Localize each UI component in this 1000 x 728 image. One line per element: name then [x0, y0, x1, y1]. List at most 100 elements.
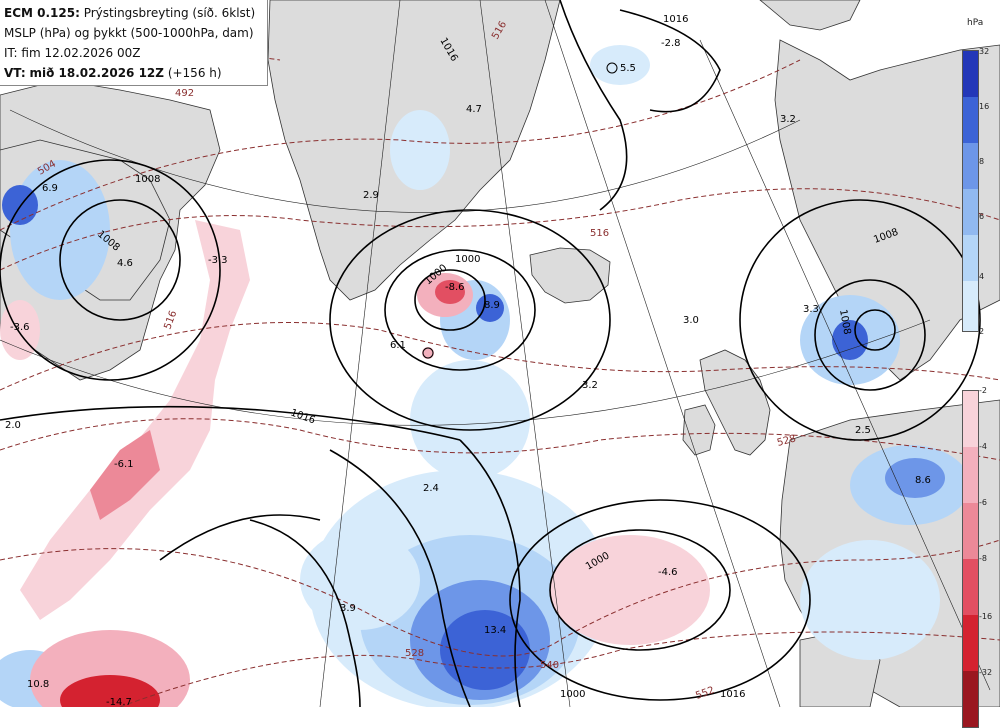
rise-area-europe — [800, 540, 940, 660]
ireland-land — [682, 404, 716, 456]
change-label: -3.3 — [208, 255, 228, 266]
legend-swatch-4 — [963, 235, 978, 281]
change-label: -8.6 — [445, 282, 465, 293]
legend-tick: 2 — [979, 327, 985, 336]
legend-tick: 32 — [979, 47, 990, 56]
vt-prefix: VT: — [4, 66, 26, 80]
fall-area-iceland-core — [435, 280, 465, 304]
legend-tick: -8 — [979, 554, 987, 563]
isobar-label: 1008 — [837, 309, 852, 336]
thickness-label: 528 — [776, 433, 797, 449]
legend-swatch-neg2 — [963, 391, 978, 447]
map-title-box: ECM 0.125: Prýstingsbreyting (síð. 6klst… — [0, 0, 268, 86]
graticule-lon-1 — [479, 0, 571, 707]
change-label: 3.9 — [340, 603, 356, 614]
graticule-lat-2 — [0, 319, 931, 426]
change-label: 2.9 — [363, 190, 379, 201]
change-label: -2.8 — [661, 38, 681, 49]
lead-time: (+156 h) — [167, 66, 222, 80]
change-label-group: 6.9 4.6 -3.3 -3.6 2.0 -6.1 2.9 4.7 -8.6 … — [5, 38, 931, 707]
isobar-norway-low-1 — [854, 309, 896, 351]
isobar-southwest — [159, 514, 321, 561]
map-canvas: 1016 1008 1008 1008 1000 1000 1016 1000 … — [0, 0, 1000, 707]
legend-swatch-neg4 — [963, 447, 978, 503]
change-label: 3.2 — [780, 114, 796, 125]
legend-tick: 4 — [979, 272, 985, 281]
graticule — [0, 0, 991, 707]
low-center-svalbard — [606, 62, 618, 74]
pressure-fall-areas — [0, 220, 710, 707]
thickness-label: 540 — [540, 660, 559, 671]
legend-tick: -4 — [979, 442, 987, 451]
isobar-iceland-low-2 — [384, 249, 536, 371]
isobar-1016-north — [559, 0, 628, 211]
title-line-1: ECM 0.125: Prýstingsbreyting (síð. 6klst… — [4, 3, 263, 23]
rise-area-greenland — [390, 110, 450, 190]
thickness-label: 528 — [405, 648, 424, 659]
legend-unit: hPa — [967, 18, 984, 28]
change-label: 4.7 — [466, 104, 482, 115]
title-line-2: MSLP (hPa) og þykkt (500-1000hPa, dam) — [4, 26, 254, 40]
isobar-norway-low-2 — [814, 279, 926, 391]
isobar-ridge-1 — [329, 449, 471, 707]
legend-swatch-neg6 — [963, 503, 978, 559]
valid-time: mið 18.02.2026 12Z — [29, 66, 164, 80]
isobar-label: 1000 — [560, 689, 585, 700]
isobar-iceland-low-1 — [414, 269, 486, 331]
legend-tick: 8 — [979, 157, 985, 166]
thickness-line-6 — [119, 631, 1000, 707]
legend-swatch-2 — [963, 281, 978, 331]
britain-land — [699, 349, 771, 456]
rise-area-svalbard — [590, 45, 650, 85]
fall-area-labrador-band — [20, 220, 250, 620]
low-center-iceland-south — [422, 347, 434, 359]
change-label: 10.8 — [27, 679, 49, 690]
isobar-east-atlantic-low-1 — [549, 529, 731, 651]
title-line-3: IT: fim 12.02.2026 00Z — [4, 46, 141, 60]
change-label: 3.0 — [683, 315, 699, 326]
legend-swatch-6 — [963, 189, 978, 235]
change-label: 13.4 — [484, 625, 506, 636]
isobar-east-atlantic-low-2 — [509, 499, 811, 701]
fall-area-sw-core — [60, 675, 160, 707]
legend-tick: -2 — [979, 386, 987, 395]
fall-area-east-atlantic — [550, 535, 710, 645]
model-name: ECM 0.125: — [4, 6, 80, 20]
legend-tick: 16 — [979, 102, 990, 111]
isobar-norway-low-3 — [739, 199, 981, 441]
legend-swatch-32 — [963, 51, 978, 97]
rise-area-norway-core — [832, 320, 868, 360]
change-label: 2.4 — [423, 483, 439, 494]
isobar-label: 1016 — [720, 689, 745, 700]
isobar-baffin-low-1 — [59, 199, 181, 321]
change-label: 8.6 — [915, 475, 931, 486]
isobar-label: 1000 — [455, 254, 480, 265]
change-label: 4.6 — [117, 258, 133, 269]
isobar-arctic — [619, 9, 721, 113]
change-label: -4.6 — [658, 567, 678, 578]
legend-swatch-neg8 — [963, 559, 978, 615]
legend-tick: -16 — [979, 612, 993, 621]
graticule-lon-2 — [544, 0, 781, 707]
graticule-lat-1 — [9, 109, 801, 213]
rise-area-baffin — [10, 160, 110, 300]
change-label: 6.9 — [42, 183, 58, 194]
legend-positive-bar — [962, 50, 979, 332]
isobar-ridge-3 — [249, 519, 361, 707]
isobar-west — [0, 405, 461, 441]
title-line-4: VT: mið 18.02.2026 12Z (+156 h) — [4, 63, 263, 83]
rise-area-iceland-core — [476, 294, 504, 322]
change-label: 3.2 — [582, 380, 598, 391]
change-label: -6.1 — [114, 459, 134, 470]
legend-tick: -6 — [979, 498, 987, 507]
legend-negative-bar — [962, 390, 979, 728]
isobar-baffin-low-2 — [0, 159, 221, 381]
isobar-iceland-low-3 — [329, 209, 611, 431]
graticule-lon-4 — [699, 39, 991, 691]
rise-area-atlantic-core — [440, 610, 530, 690]
thickness-label: 516 — [590, 228, 609, 239]
legend-swatch-neg32 — [963, 671, 978, 727]
change-label: 6.1 — [390, 340, 406, 351]
legend-tick: -32 — [979, 668, 993, 677]
